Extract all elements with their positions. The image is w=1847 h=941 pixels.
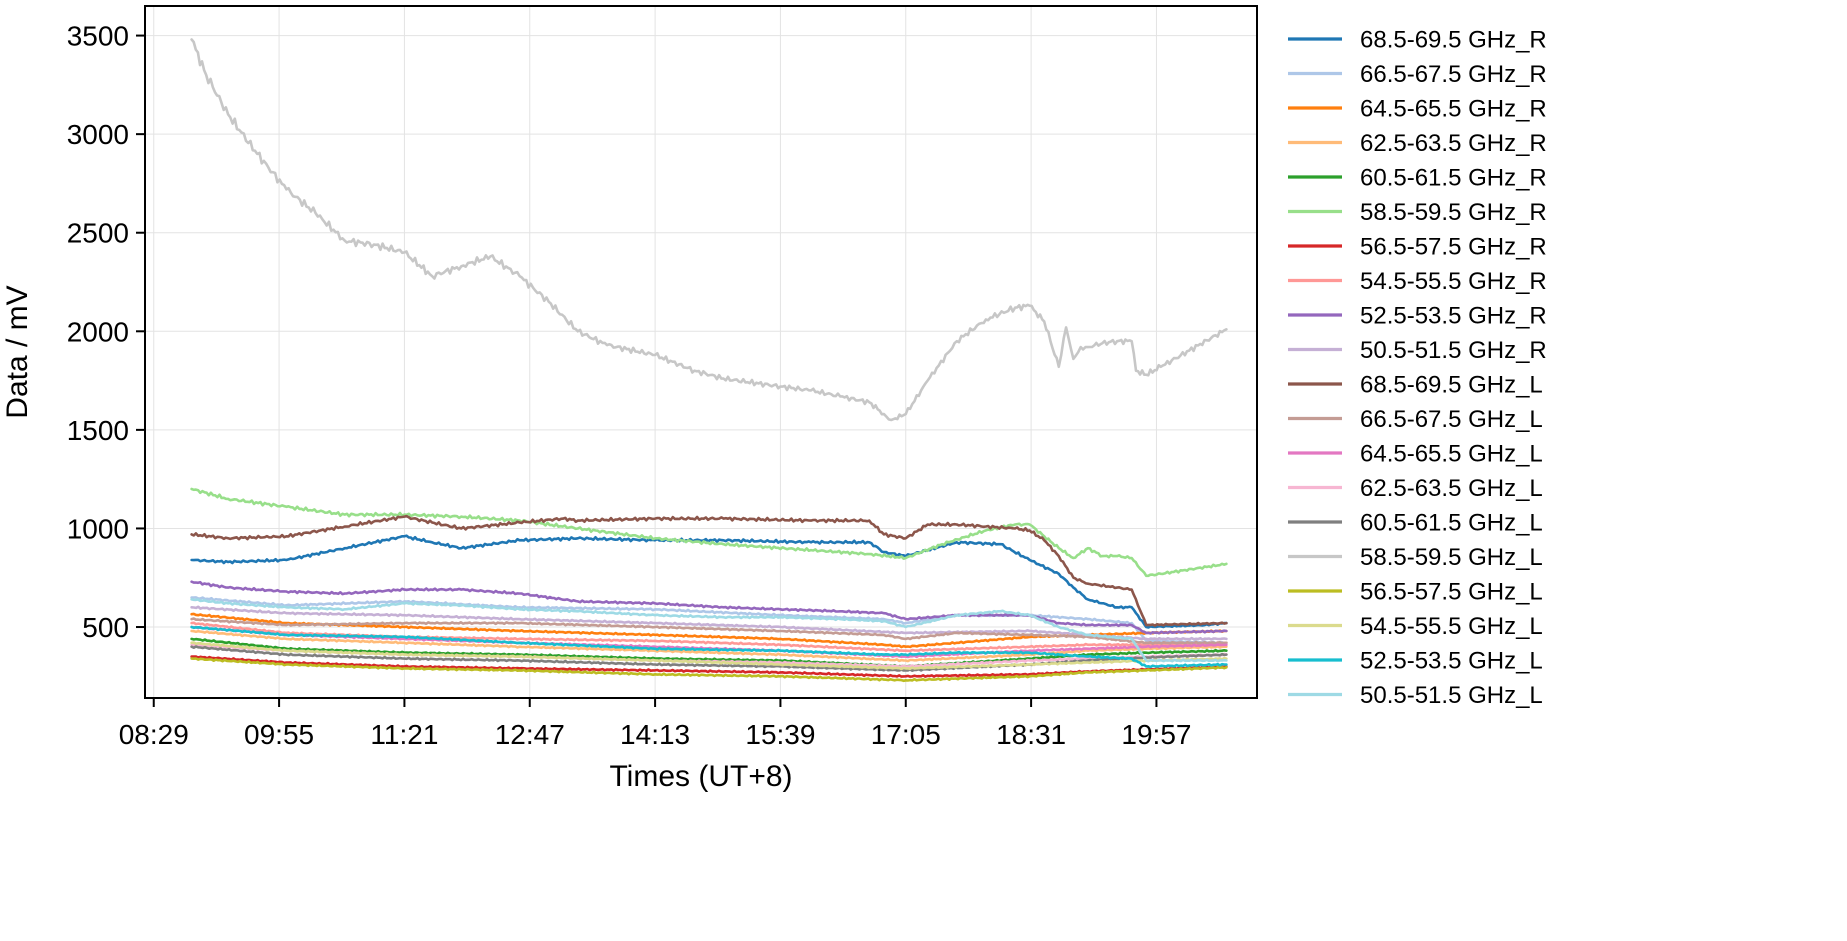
series-lines [190, 38, 1228, 683]
legend-label: 56.5-57.5 GHz_R [1360, 234, 1547, 261]
series-line-8 [190, 580, 1228, 635]
y-tick-label: 2500 [67, 218, 129, 249]
legend-label: 50.5-51.5 GHz_L [1360, 682, 1543, 709]
legend-label: 68.5-69.5 GHz_R [1360, 27, 1547, 54]
legend-label: 66.5-67.5 GHz_R [1360, 61, 1547, 88]
legend-label: 64.5-65.5 GHz_L [1360, 441, 1543, 468]
series-line-4 [190, 637, 1228, 668]
legend-label: 52.5-53.5 GHz_L [1360, 648, 1543, 675]
plot-area-frame [144, 5, 1258, 699]
y-axis: 500 1000 1500 2000 2500 3000 3500 [67, 21, 145, 643]
legend-label: 64.5-65.5 GHz_R [1360, 96, 1547, 123]
x-tick-label: 11:21 [370, 719, 438, 750]
legend-label: 60.5-61.5 GHz_L [1360, 510, 1543, 537]
series-line-0 [190, 534, 1228, 629]
x-tick-label: 08:29 [119, 719, 189, 750]
series-line-9 [190, 605, 1228, 641]
y-tick-label: 3500 [67, 21, 129, 52]
legend: 68.5-69.5 GHz_R 66.5-67.5 GHz_R 64.5-65.5 … [1288, 27, 1547, 709]
x-tick-label: 12:47 [495, 719, 565, 750]
x-tick-label: 17:05 [871, 719, 941, 750]
y-tick-label: 1500 [67, 415, 129, 446]
grid [145, 6, 1257, 698]
legend-label: 62.5-63.5 GHz_L [1360, 475, 1543, 502]
series-line-15 [190, 38, 1228, 422]
legend-label: 56.5-57.5 GHz_L [1360, 579, 1543, 606]
y-tick-label: 500 [82, 612, 129, 643]
x-tick-label: 14:13 [620, 719, 690, 750]
x-tick-label: 18:31 [996, 719, 1066, 750]
series-line-17 [190, 641, 1228, 671]
series-line-19 [190, 598, 1228, 663]
legend-label: 62.5-63.5 GHz_R [1360, 130, 1547, 157]
legend-label: 54.5-55.5 GHz_L [1360, 613, 1543, 640]
series-line-10 [190, 514, 1228, 627]
x-tick-label: 15:39 [745, 719, 815, 750]
legend-label: 68.5-69.5 GHz_L [1360, 372, 1543, 399]
legend-label: 52.5-53.5 GHz_R [1360, 303, 1547, 330]
x-axis: 08:29 09:55 11:21 12:47 14:13 15:39 17:05 18:31… [119, 698, 1191, 750]
legend-label: 66.5-67.5 GHz_L [1360, 406, 1543, 433]
series-line-1 [190, 596, 1228, 645]
legend-label: 58.5-59.5 GHz_L [1360, 544, 1543, 571]
x-axis-title: Times (UT+8) [609, 760, 792, 793]
y-axis-title: Data / mV [1, 285, 34, 418]
y-tick-label: 1000 [67, 513, 129, 544]
series-line-16 [190, 657, 1228, 683]
series-line-5 [190, 487, 1228, 578]
y-tick-label: 3000 [67, 119, 129, 150]
series-line-11 [190, 617, 1228, 645]
x-tick-label: 19:57 [1121, 719, 1191, 750]
series-line-3 [190, 629, 1228, 663]
legend-label: 58.5-59.5 GHz_R [1360, 199, 1547, 226]
series-line-6 [190, 655, 1228, 678]
y-tick-label: 2000 [67, 316, 129, 347]
x-tick-label: 09:55 [244, 719, 314, 750]
legend-label: 50.5-51.5 GHz_R [1360, 337, 1547, 364]
series-line-18 [190, 625, 1228, 669]
legend-label: 60.5-61.5 GHz_R [1360, 165, 1547, 192]
legend-label: 54.5-55.5 GHz_R [1360, 268, 1547, 295]
